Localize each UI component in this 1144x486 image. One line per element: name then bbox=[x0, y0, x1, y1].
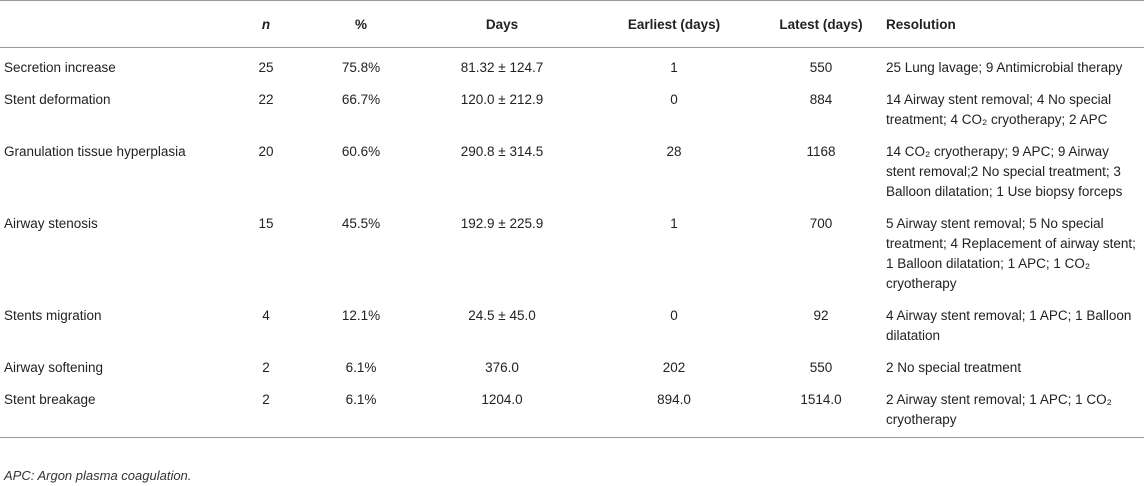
cell-pct: 75.8% bbox=[341, 60, 381, 75]
table-row: Airway softening 2 6.1% 376.0 202 550 2 No spe… bbox=[0, 348, 1144, 380]
table-header-row: n% Days Earliest (days) Latest (days) Resolu… bbox=[0, 0, 1144, 48]
table-row: Stent breakage 2 6.1% 1204.0 894.0 1514.0 2 Ai… bbox=[0, 380, 1144, 438]
cell-earliest: 894.0 bbox=[588, 380, 760, 438]
cell-days: 376.0 bbox=[485, 360, 519, 375]
cell-pct: 66.7% bbox=[341, 92, 381, 107]
cell-latest: 884 bbox=[809, 92, 833, 107]
cell-n: 20 bbox=[258, 144, 274, 159]
table-row: Stent deformation 22 66.7% 120.0 ± 212.9 0 88… bbox=[0, 80, 1144, 132]
cell-latest: 550 bbox=[809, 360, 833, 375]
cell-pct: 6.1% bbox=[345, 360, 377, 375]
column-header-condition bbox=[0, 0, 226, 48]
cell-earliest: 0 bbox=[670, 308, 678, 323]
cell-days: 192.9 ± 225.9 bbox=[460, 216, 544, 231]
cell-resolution: 25 Lung lavage; 9 Antimicrobial therapy bbox=[886, 60, 1123, 75]
cell-earliest: 28 bbox=[666, 144, 682, 159]
cell-n: 2 bbox=[262, 360, 270, 375]
table-row: Stents migration 4 12.1% 24.5 ± 45.0 0 92 4 Ai… bbox=[0, 296, 1144, 348]
cell-latest: 550 bbox=[809, 60, 833, 75]
cell-n: 4 bbox=[262, 308, 270, 323]
cell-condition: Stents migration bbox=[4, 308, 102, 323]
cell-resolution: 4 Airway stent removal; 1 APC; 1 Balloon… bbox=[886, 308, 1132, 343]
cell-pct: 12.1% bbox=[341, 308, 381, 323]
cell-latest: 1514.0 bbox=[760, 380, 882, 438]
cell-days: 81.32 ± 124.7 bbox=[460, 60, 544, 75]
cell-n: 2 bbox=[226, 380, 306, 438]
cell-condition: Stent deformation bbox=[4, 92, 111, 107]
cell-resolution: 14 Airway stent removal; 4 No special tr… bbox=[886, 92, 1112, 127]
cell-resolution: 14 CO₂ cryotherapy; 9 APC; 9 Airway sten… bbox=[886, 144, 1123, 199]
cell-days: 1204.0 bbox=[416, 380, 588, 438]
cell-condition: Secretion increase bbox=[4, 60, 116, 75]
cell-latest: 700 bbox=[809, 216, 833, 231]
table-footnote: APC: Argon plasma coagulation. bbox=[4, 468, 192, 483]
cell-resolution: 2 Airway stent removal; 1 APC; 1 CO₂ cry… bbox=[882, 380, 1144, 438]
table-body: Secretion increase 25 75.8% 81.32 ± 124.7 1 5… bbox=[0, 48, 1144, 438]
table-row: Airway stenosis 15 45.5% 192.9 ± 225.9 1 700 5… bbox=[0, 204, 1144, 296]
cell-earliest: 1 bbox=[670, 60, 678, 75]
cell-latest: 1168 bbox=[806, 144, 836, 159]
cell-condition: Airway stenosis bbox=[4, 216, 98, 231]
column-header-resolution: Resolution bbox=[882, 0, 1144, 48]
column-header-n: n bbox=[226, 0, 306, 48]
cell-pct: 6.1% bbox=[306, 380, 416, 438]
column-header-days: Days bbox=[416, 0, 588, 48]
column-header-earliest: Earliest (days) bbox=[588, 0, 760, 48]
cell-condition: Granulation tissue hyperplasia bbox=[4, 144, 186, 159]
table-row: Secretion increase 25 75.8% 81.32 ± 124.7 1 5… bbox=[0, 48, 1144, 81]
cell-earliest: 1 bbox=[670, 216, 678, 231]
cell-days: 24.5 ± 45.0 bbox=[468, 308, 536, 323]
cell-n: 25 bbox=[258, 60, 274, 75]
cell-n: 15 bbox=[258, 216, 274, 231]
cell-pct: 60.6% bbox=[341, 144, 381, 159]
cell-days: 290.8 ± 314.5 bbox=[460, 144, 544, 159]
table-row: Granulation tissue hyperplasia 20 60.6% 290… bbox=[0, 132, 1144, 204]
complications-table: n% Days Earliest (days) Latest (days) Resolu… bbox=[0, 0, 1144, 438]
column-header-latest: Latest (days) bbox=[760, 0, 882, 48]
cell-condition: Airway softening bbox=[4, 360, 104, 375]
cell-days: 120.0 ± 212.9 bbox=[460, 92, 544, 107]
cell-resolution: 5 Airway stent removal; 5 No special tre… bbox=[886, 216, 1136, 291]
cell-resolution: 2 No special treatment bbox=[886, 360, 1022, 375]
cell-earliest: 202 bbox=[662, 360, 686, 375]
cell-condition: Stent breakage bbox=[0, 380, 226, 438]
cell-earliest: 0 bbox=[670, 92, 678, 107]
cell-latest: 92 bbox=[813, 308, 829, 323]
cell-pct: 45.5% bbox=[341, 216, 381, 231]
column-header-pct: % bbox=[306, 0, 416, 48]
cell-n: 22 bbox=[258, 92, 274, 107]
